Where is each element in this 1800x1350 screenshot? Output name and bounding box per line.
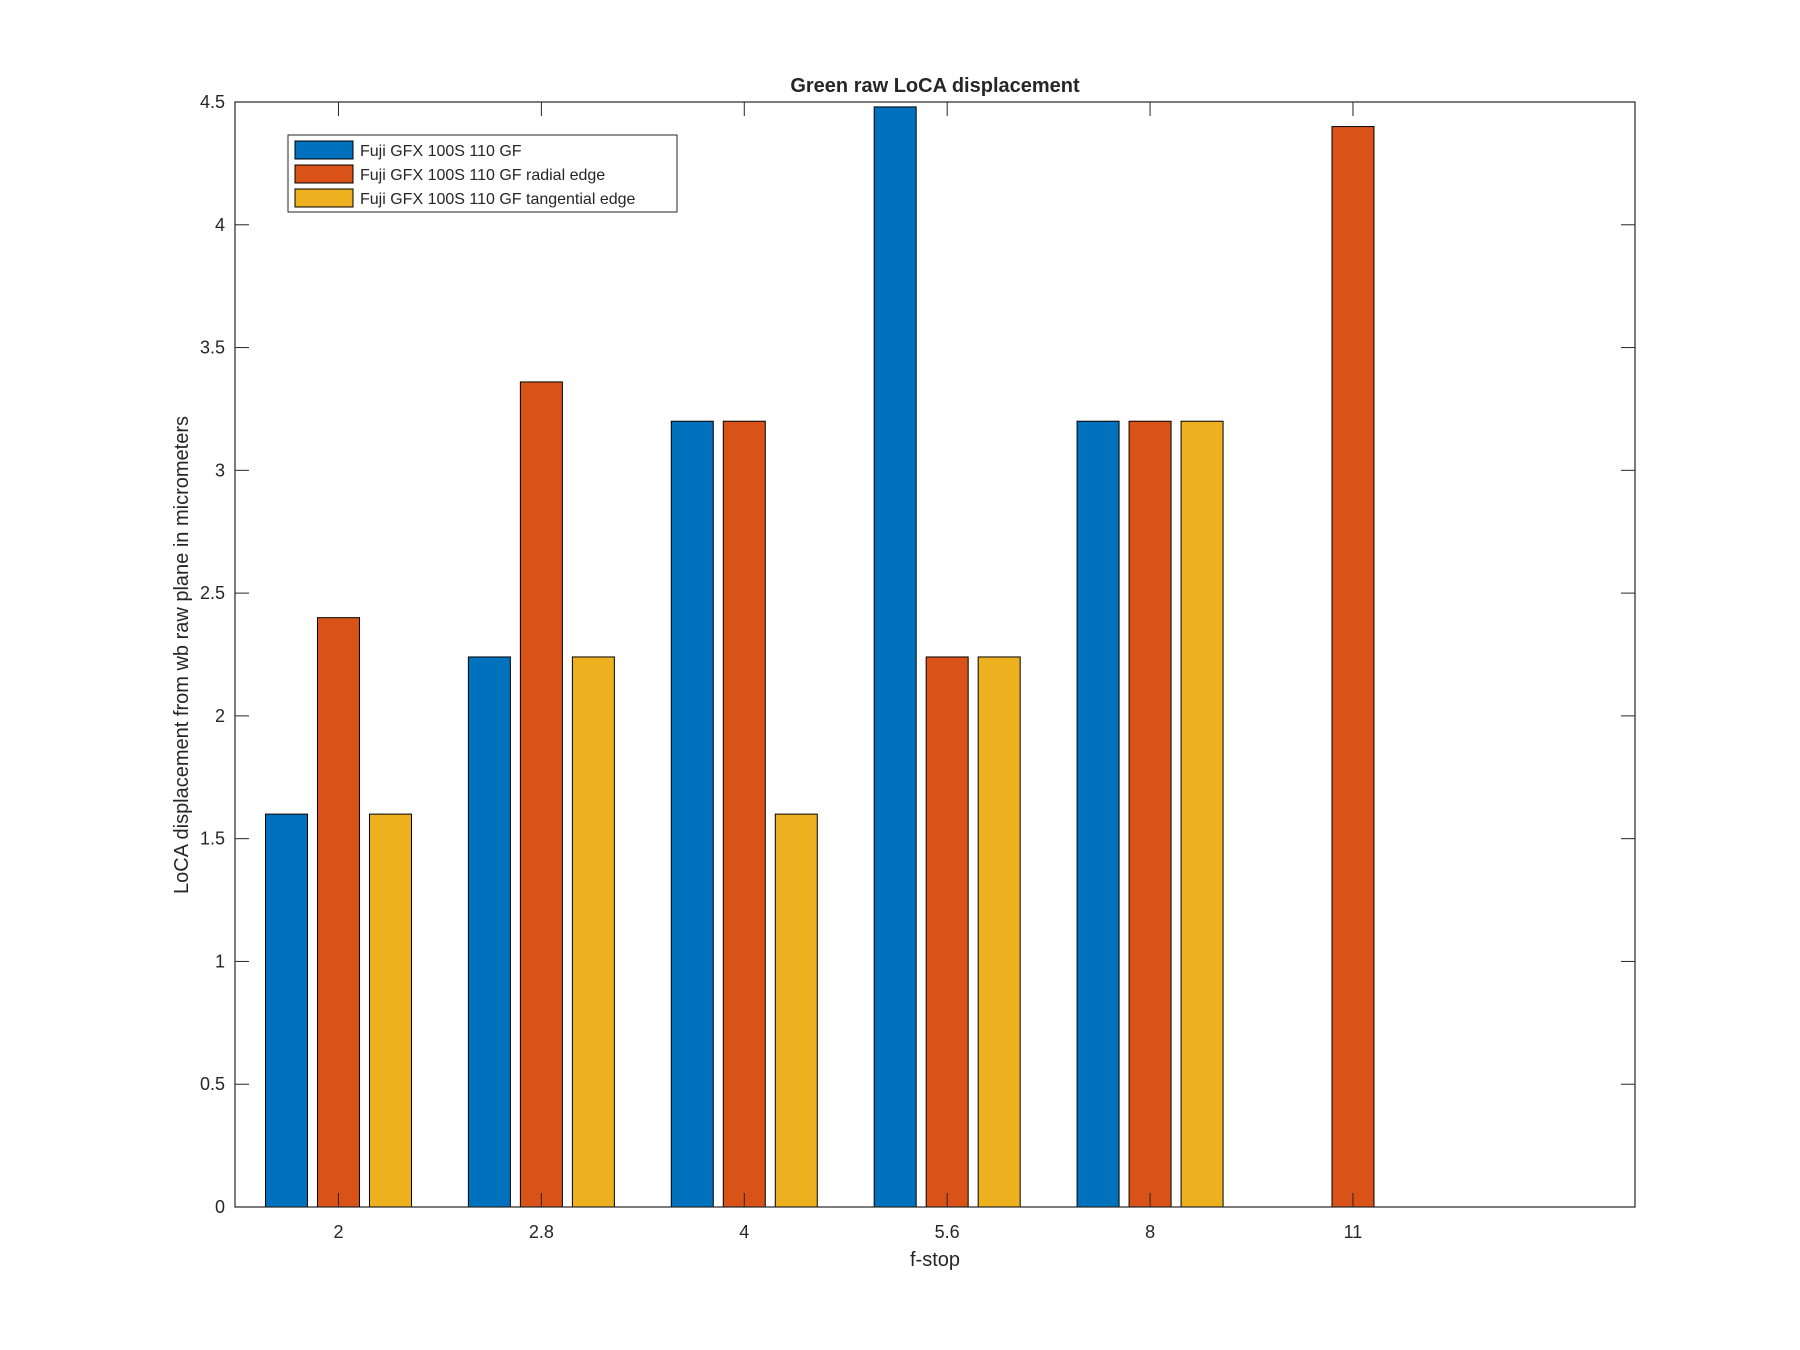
bar-2-8 (1128, 420, 1172, 1208)
y-tick-label: 2 (215, 706, 225, 726)
plot-frame (234, 101, 1636, 1208)
y-axis-label: LoCA displacement from wb raw plane in m… (171, 416, 193, 894)
y-tick-label: 4 (215, 215, 225, 235)
y-tick-label: 1.5 (200, 829, 225, 849)
bar-1-2 (264, 813, 308, 1208)
legend-label-1: Fuji GFX 100S 110 GF (360, 143, 522, 160)
y-tick-label: 0 (215, 1197, 225, 1217)
bar-2-2.8 (519, 381, 563, 1208)
bar-1-8 (1076, 420, 1120, 1208)
bar-1-4 (670, 420, 714, 1208)
legend: Fuji GFX 100S 110 GF Fuji GFX 100S 110 GF… (287, 134, 678, 213)
y-tick-label: 3 (215, 460, 225, 480)
bar-3-8 (1180, 420, 1224, 1208)
bar-3-4 (774, 813, 818, 1208)
ticks-layer: 0 0.5 1 1.5 2 2.5 3 3.5 4 4.5 2 2.8 4 5.6 8 11 (200, 92, 1635, 1242)
bar-2-4 (722, 420, 766, 1208)
x-tick-label: 4 (739, 1222, 749, 1242)
bar-2-11 (1331, 126, 1375, 1208)
y-tick-label: 0.5 (200, 1074, 225, 1094)
legend-label-2: Fuji GFX 100S 110 GF radial edge (360, 167, 605, 184)
bar-3-5.6 (977, 656, 1021, 1208)
bar-3-2 (368, 813, 412, 1208)
x-tick-label: 5.6 (935, 1222, 960, 1242)
x-axis-label: f-stop (910, 1249, 960, 1271)
y-tick-label: 1 (215, 951, 225, 971)
x-tick-label: 2.8 (529, 1222, 554, 1242)
legend-swatch-3 (294, 188, 354, 208)
legend-swatch-2 (294, 164, 354, 184)
x-tick-label: 11 (1344, 1222, 1363, 1242)
bar-1-5.6 (873, 106, 917, 1208)
x-tick-label: 2 (333, 1222, 343, 1242)
legend-swatch-1 (294, 140, 354, 160)
chart-title: Green raw LoCA displacement (790, 75, 1080, 97)
y-tick-label: 4.5 (200, 92, 225, 112)
y-tick-label: 3.5 (200, 338, 225, 358)
bar-2-5.6 (925, 656, 969, 1208)
x-tick-label: 8 (1145, 1222, 1155, 1242)
bars-layer (264, 106, 1375, 1208)
bar-2-2 (316, 617, 360, 1208)
y-tick-label: 2.5 (200, 583, 225, 603)
bar-3-2.8 (571, 656, 615, 1208)
legend-label-3: Fuji GFX 100S 110 GF tangential edge (360, 191, 636, 208)
bar-1-2.8 (467, 656, 511, 1208)
